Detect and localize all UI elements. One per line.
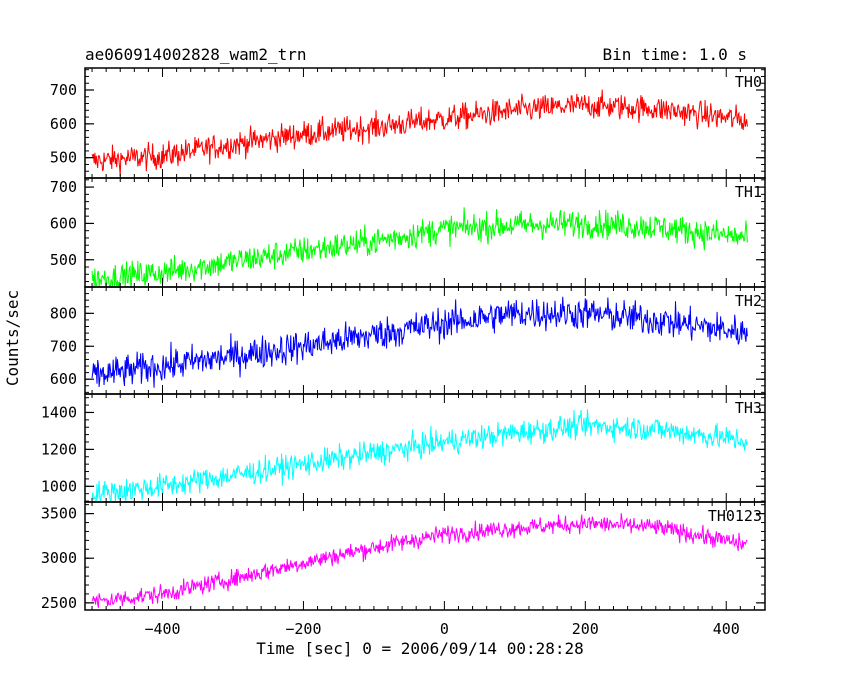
series-line-th2: [91, 296, 748, 388]
y-tick-label: 2500: [41, 594, 77, 612]
series-line-th0123: [91, 513, 748, 608]
x-tick-label: −200: [285, 620, 321, 638]
series-label-th0123: TH0123: [708, 507, 762, 525]
y-tick-label: 1400: [41, 403, 77, 421]
y-tick-label: 800: [50, 304, 77, 322]
panel-frame-th0123: [84, 501, 766, 611]
y-tick-label: 3500: [41, 505, 77, 523]
series-label-th2: TH2: [735, 292, 762, 310]
x-tick-label: 0: [440, 620, 449, 638]
x-axis: −400 −200 0 200 400: [144, 620, 739, 638]
x-tick-label: 400: [713, 620, 740, 638]
y-tick-label: 500: [50, 251, 77, 269]
y-tick-label: 3000: [41, 549, 77, 567]
x-tick-label: 200: [572, 620, 599, 638]
panel-th0: 500 600 700 TH0: [50, 67, 766, 179]
y-axis-label: Counts/sec: [3, 290, 22, 386]
y-tick-label: 700: [50, 178, 77, 196]
figure-title: ae060914002828_wam2_trn: [85, 45, 307, 64]
series-label-th3: TH3: [735, 399, 762, 417]
y-tick-label: 600: [50, 370, 77, 388]
panel-th2: 600 700 800 TH2: [50, 286, 766, 395]
panel-th3: 1000 1200 1400 TH3: [41, 393, 766, 503]
series-line-th0: [91, 89, 748, 177]
y-tick-label: 600: [50, 214, 77, 232]
x-tick-label: −400: [144, 620, 180, 638]
panel-th0123: 2500 3000 3500 TH0123: [41, 501, 766, 612]
panel-th1: 500 600 700 TH1: [50, 177, 766, 288]
panels-group: 500 600 700 TH0 500 600 700 TH1 600 700 800 TH2 1000…: [41, 67, 766, 612]
bin-time-label: Bin time: 1.0 s: [603, 45, 748, 64]
series-line-th1: [91, 207, 748, 287]
y-tick-label: 700: [50, 81, 77, 99]
series-line-th3: [91, 409, 748, 502]
y-tick-label: 1000: [41, 477, 77, 495]
panel-frame-th2: [84, 286, 766, 395]
y-tick-label: 700: [50, 337, 77, 355]
series-label-th0: TH0: [735, 73, 762, 91]
y-tick-label: 600: [50, 115, 77, 133]
y-tick-label: 500: [50, 149, 77, 167]
x-axis-label: Time [sec] 0 = 2006/09/14 00:28:28: [256, 639, 584, 658]
y-tick-label: 1200: [41, 440, 77, 458]
panel-frame-th3: [84, 393, 766, 503]
series-label-th1: TH1: [735, 183, 762, 201]
